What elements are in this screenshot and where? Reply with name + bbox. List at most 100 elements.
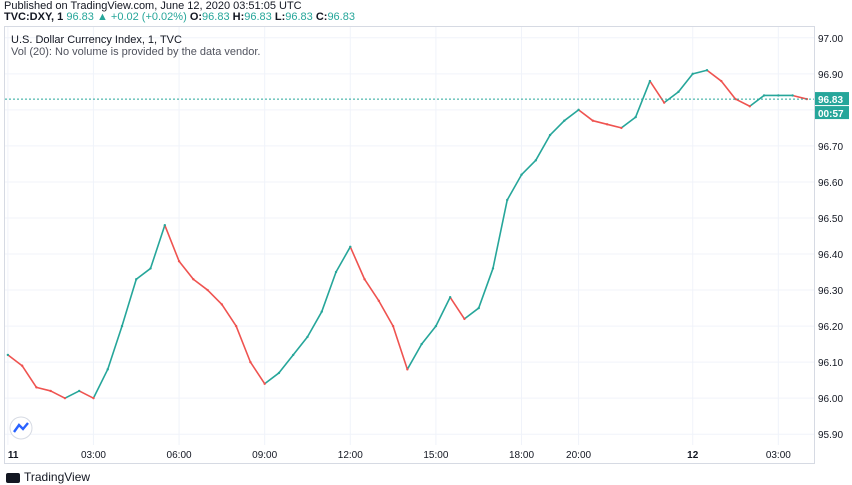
- price-segment: [734, 98, 751, 108]
- price-point: [92, 396, 95, 400]
- low-label: L:: [274, 11, 286, 23]
- price-segment: [320, 271, 337, 313]
- chart-frame: [4, 26, 815, 464]
- y-tick-label: 96.30: [818, 286, 843, 297]
- y-tick-label: 95.90: [818, 430, 843, 441]
- tradingview-watermark-icon[interactable]: [9, 416, 33, 440]
- price-segment: [477, 267, 494, 309]
- price-point: [349, 245, 352, 249]
- price-segment: [435, 296, 451, 327]
- countdown-label: 00:57: [818, 109, 844, 120]
- price-point: [577, 108, 580, 112]
- price-point: [35, 386, 38, 389]
- chart-title: U.S. Dollar Currency Index, 1, TVC: [11, 34, 182, 46]
- price-point: [420, 342, 423, 346]
- price-point: [491, 267, 495, 270]
- price-segment: [64, 390, 80, 399]
- price-point: [177, 260, 181, 263]
- price-point: [434, 324, 438, 328]
- price-point: [363, 278, 366, 281]
- price-segment: [363, 278, 380, 302]
- current-price-tag: 96.83 00:57: [5, 92, 849, 120]
- price-point: [677, 90, 680, 94]
- open-value: 96.83: [202, 11, 230, 23]
- price-segment: [592, 119, 608, 126]
- price-point: [448, 296, 452, 299]
- y-tick-label: 96.90: [818, 70, 843, 81]
- y-tick-label: 96.40: [818, 250, 843, 261]
- price-segment: [706, 69, 723, 82]
- x-tick-label: 03:00: [766, 450, 791, 461]
- x-tick-label: 15:00: [423, 450, 448, 461]
- price-segment: [463, 307, 480, 320]
- low-value: 96.83: [285, 11, 313, 23]
- price-segment: [620, 116, 637, 129]
- x-tick-label: 12: [687, 450, 699, 461]
- x-tick-label: 11: [8, 450, 19, 461]
- price-point: [520, 173, 523, 176]
- price-segment: [520, 159, 537, 176]
- price-segment: [534, 134, 551, 162]
- up-arrow-icon: ▲: [96, 11, 108, 23]
- price-point: [334, 270, 338, 274]
- price-point: [777, 94, 780, 97]
- price-segment: [192, 278, 209, 291]
- price-segment: [606, 123, 623, 129]
- price-segment: [249, 361, 266, 385]
- price-point: [192, 278, 195, 281]
- price-point: [63, 396, 67, 400]
- tradingview-brand[interactable]: TradingView: [6, 470, 90, 484]
- price-point: [762, 94, 766, 97]
- price-point: [320, 310, 323, 313]
- price-segment: [420, 325, 437, 345]
- high-label: H:: [232, 11, 245, 23]
- y-tick-label: 96.10: [818, 358, 843, 369]
- price-segment: [121, 278, 138, 327]
- y-tick-label: 97.00: [818, 34, 843, 45]
- price-segment: [106, 325, 123, 371]
- price-point: [135, 278, 138, 281]
- price-segment: [449, 296, 466, 320]
- published-note: Published on TradingView.com, June 12, 2…: [4, 0, 302, 12]
- y-tick-label: 96.70: [818, 142, 843, 153]
- price-segment: [392, 325, 409, 371]
- price-point: [691, 72, 694, 76]
- price-point: [49, 389, 52, 393]
- price-segment: [406, 343, 423, 371]
- price-point: [234, 324, 238, 328]
- x-tick-label: 20:00: [566, 450, 591, 461]
- price-segment: [178, 260, 195, 281]
- price-axis[interactable]: 97.0096.9096.8096.7096.6096.5096.4096.30…: [818, 34, 843, 441]
- price-point: [662, 101, 666, 104]
- price-point: [163, 223, 167, 227]
- price-point: [406, 368, 409, 371]
- price-point: [377, 299, 381, 303]
- price-segment: [720, 80, 737, 100]
- price-point: [705, 69, 709, 72]
- price-segment: [235, 325, 252, 363]
- last-price: 96.83: [66, 11, 94, 23]
- price-point: [634, 115, 637, 119]
- price-segment: [506, 173, 523, 201]
- price-point: [534, 159, 537, 162]
- price-segment: [691, 69, 708, 75]
- price-point: [548, 133, 552, 137]
- price-point: [648, 79, 652, 83]
- price-point: [563, 119, 566, 122]
- price-point: [734, 97, 737, 101]
- price-point: [477, 306, 480, 310]
- price-point: [249, 360, 252, 364]
- price-segment: [663, 91, 680, 104]
- price-point: [277, 371, 281, 375]
- price-segment: [335, 246, 352, 273]
- x-tick-label: 18:00: [509, 450, 534, 461]
- time-axis[interactable]: 11 03:00 06:00 09:00 12:00 15:00 18:00 20:00 12 0…: [8, 450, 791, 461]
- x-tick-label: 06:00: [167, 450, 192, 461]
- price-segment: [577, 109, 594, 122]
- price-segment: [349, 246, 366, 281]
- price-point: [263, 382, 266, 385]
- price-segment: [492, 199, 509, 270]
- price-point: [292, 353, 295, 357]
- price-segment: [549, 119, 566, 136]
